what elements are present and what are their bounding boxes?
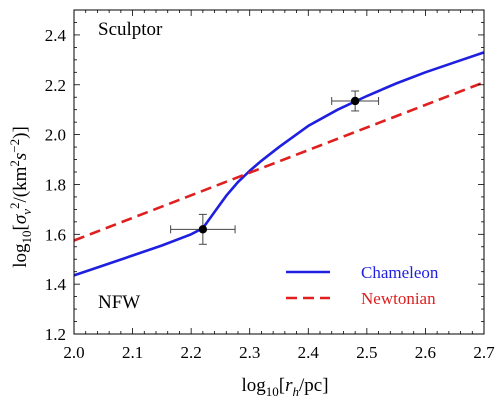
legend: Chameleon Newtonian <box>286 263 439 308</box>
legend-label-chameleon: Chameleon <box>361 263 439 282</box>
x-tick-label: 2.6 <box>415 343 436 362</box>
x-tick-label: 2.3 <box>239 343 260 362</box>
annotation-galaxy-name: Sculptor <box>98 19 163 40</box>
axis-ticks: 2.0 2.1 2.2 2.3 2.4 2.5 2.6 2.7 1.2 1.4 1.6 1.8 2.0 2… <box>45 9 495 362</box>
series-line-chameleon <box>73 51 485 277</box>
plot-curves <box>73 51 485 277</box>
legend-label-newtonian: Newtonian <box>361 289 436 308</box>
annotation-profile-name: NFW <box>98 292 140 313</box>
y-tick-label: 2.0 <box>45 126 66 145</box>
y-axis-title-group: log10[σv2/(km2s−2)] <box>7 126 34 268</box>
x-tick-label: 2.0 <box>63 343 84 362</box>
y-tick-label: 1.6 <box>45 225 66 244</box>
x-axis-title: log10[rh/pc] <box>241 375 328 399</box>
x-tick-label: 2.7 <box>473 343 495 362</box>
y-tick-label: 1.4 <box>45 275 67 294</box>
series-line-newtonian <box>73 81 485 242</box>
y-tick-label: 1.2 <box>45 325 66 344</box>
y-tick-label: 2.4 <box>45 26 67 45</box>
data-point <box>198 225 208 234</box>
x-tick-label: 2.4 <box>298 343 320 362</box>
x-tick-label: 2.2 <box>181 343 202 362</box>
x-tick-label: 2.5 <box>356 343 377 362</box>
y-tick-label: 2.2 <box>45 76 66 95</box>
y-tick-label: 1.8 <box>45 175 66 194</box>
plot-points <box>170 90 380 245</box>
plot-frame <box>73 9 485 335</box>
x-tick-label: 2.1 <box>122 343 143 362</box>
data-point <box>350 96 360 106</box>
y-axis-title: log10[σv2/(km2s−2)] <box>7 126 34 268</box>
